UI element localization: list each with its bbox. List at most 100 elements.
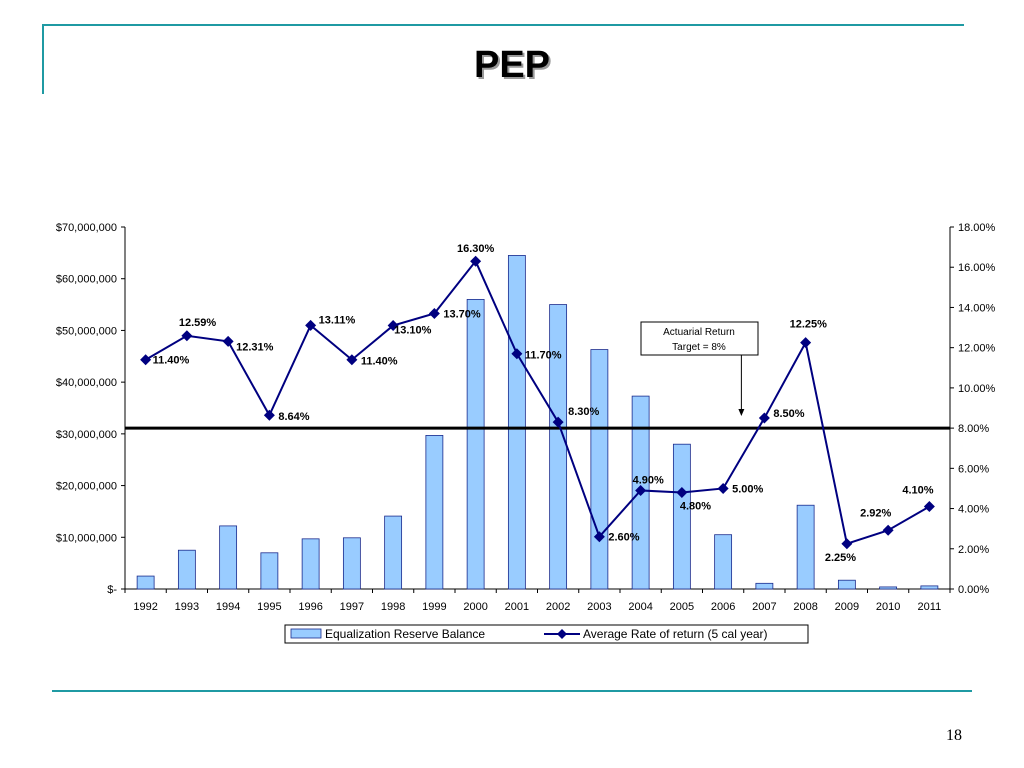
- bar-equalization-reserve: [879, 586, 898, 590]
- line-marker: [841, 538, 853, 550]
- line-marker: [923, 501, 935, 513]
- x-axis-tick-label: 2007: [752, 601, 776, 613]
- slide-title: PEP: [473, 44, 551, 86]
- data-label-rate: 8.50%: [773, 408, 804, 420]
- x-axis-tick-label: 1996: [298, 601, 322, 613]
- line-marker: [593, 531, 605, 543]
- bar-equalization-reserve: [714, 534, 733, 590]
- data-label-rate: 8.64%: [278, 411, 309, 423]
- line-marker: [758, 412, 770, 424]
- line-marker: [140, 354, 152, 366]
- line-marker: [428, 307, 440, 319]
- x-axis-tick-label: 1999: [422, 601, 446, 613]
- legend-swatch-bar: [290, 628, 322, 639]
- annotation-text-line2: Target = 8%: [672, 342, 726, 353]
- annotation-box: [640, 321, 759, 356]
- bar-equalization-reserve: [796, 504, 815, 590]
- x-axis-tick-label: 2005: [670, 601, 694, 613]
- line-marker: [552, 416, 564, 428]
- line-marker: [717, 482, 729, 494]
- data-label-rate: 2.60%: [608, 532, 639, 544]
- bar-equalization-reserve: [837, 579, 856, 590]
- x-axis-tick-label: 2004: [628, 601, 652, 613]
- x-axis-tick-label: 2002: [546, 601, 570, 613]
- left-axis-tick-label: $-: [107, 584, 117, 596]
- bar-equalization-reserve: [425, 435, 444, 590]
- x-axis-tick-label: 2000: [463, 601, 487, 613]
- left-axis-tick-label: $10,000,000: [56, 532, 117, 544]
- data-label-rate: 2.92%: [860, 507, 891, 519]
- x-axis-tick-label: 2009: [835, 601, 859, 613]
- data-label-rate: 2.25%: [825, 552, 856, 564]
- left-axis-tick-label: $40,000,000: [56, 377, 117, 389]
- data-label-rate: 11.40%: [361, 356, 398, 368]
- side-accent-rule: [42, 24, 44, 94]
- bar-equalization-reserve: [549, 304, 568, 590]
- data-label-rate: 13.10%: [394, 325, 432, 337]
- bar-equalization-reserve: [590, 349, 609, 590]
- data-label-rate: 4.90%: [633, 474, 664, 486]
- data-label-rate: 12.31%: [236, 341, 274, 353]
- left-axis-tick-label: $30,000,000: [56, 429, 117, 441]
- bar-equalization-reserve: [755, 582, 774, 590]
- data-label-rate: 12.25%: [790, 319, 828, 331]
- data-label-rate: 13.70%: [443, 308, 481, 320]
- line-marker: [470, 255, 482, 267]
- bottom-accent-rule: [52, 690, 972, 692]
- annotation-text-line1: Actuarial Return: [663, 327, 735, 338]
- bar-equalization-reserve: [466, 298, 485, 590]
- right-axis-tick-label: 16.00%: [958, 262, 996, 274]
- right-axis-tick-label: 18.00%: [958, 222, 996, 234]
- data-label-rate: 11.70%: [525, 350, 562, 362]
- x-axis-tick-label: 1992: [133, 601, 157, 613]
- bar-equalization-reserve: [219, 525, 238, 590]
- right-axis-tick-label: 8.00%: [958, 423, 989, 435]
- line-average-rate-of-return: [145, 259, 930, 546]
- x-axis-tick-label: 2010: [876, 601, 900, 613]
- left-axis-tick-label: $60,000,000: [56, 274, 117, 286]
- x-axis-tick-label: 2011: [918, 601, 942, 613]
- right-axis-tick-label: 10.00%: [958, 383, 996, 395]
- line-marker: [635, 484, 647, 496]
- data-label-rate: 8.30%: [568, 406, 599, 418]
- bar-equalization-reserve: [342, 537, 361, 590]
- line-marker: [676, 486, 688, 498]
- data-label-rate: 5.00%: [732, 483, 763, 495]
- bar-equalization-reserve: [507, 255, 526, 590]
- bar-equalization-reserve: [260, 552, 279, 590]
- x-axis-tick-label: 2001: [505, 601, 529, 613]
- x-axis-tick-label: 1997: [340, 601, 364, 613]
- right-axis-tick-label: 2.00%: [958, 544, 989, 556]
- line-marker: [346, 354, 358, 366]
- page-number: 18: [946, 727, 962, 744]
- data-label-rate: 4.80%: [680, 500, 711, 512]
- line-marker: [181, 330, 193, 342]
- data-label-rate: 12.59%: [179, 317, 217, 329]
- legend-label-line: Average Rate of return (5 cal year): [583, 627, 768, 641]
- x-axis-tick-label: 2003: [587, 601, 611, 613]
- legend-label-bar: Equalization Reserve Balance: [325, 627, 485, 641]
- left-axis-tick-label: $50,000,000: [56, 325, 117, 337]
- x-axis-tick-label: 2008: [793, 601, 817, 613]
- x-axis-tick-label: 1995: [257, 601, 281, 613]
- right-axis-tick-label: 0.00%: [958, 584, 989, 596]
- legend-swatch-marker: [557, 629, 567, 639]
- left-axis-tick-label: $70,000,000: [56, 222, 117, 234]
- line-marker: [305, 319, 317, 331]
- bar-equalization-reserve: [672, 443, 691, 590]
- line-marker: [222, 335, 234, 347]
- x-axis-tick-label: 2006: [711, 601, 735, 613]
- x-axis-tick-label: 1998: [381, 601, 405, 613]
- bar-equalization-reserve: [384, 515, 403, 590]
- right-axis-tick-label: 6.00%: [958, 463, 989, 475]
- line-marker: [387, 320, 399, 332]
- line-marker: [882, 524, 894, 536]
- data-label-rate: 4.10%: [902, 485, 933, 497]
- x-axis-tick-label: 1993: [175, 601, 199, 613]
- x-axis-tick-label: 1994: [216, 601, 240, 613]
- bar-equalization-reserve: [177, 549, 196, 590]
- right-axis-tick-label: 12.00%: [958, 343, 996, 355]
- left-axis-tick-label: $20,000,000: [56, 481, 117, 493]
- bar-equalization-reserve: [301, 538, 320, 590]
